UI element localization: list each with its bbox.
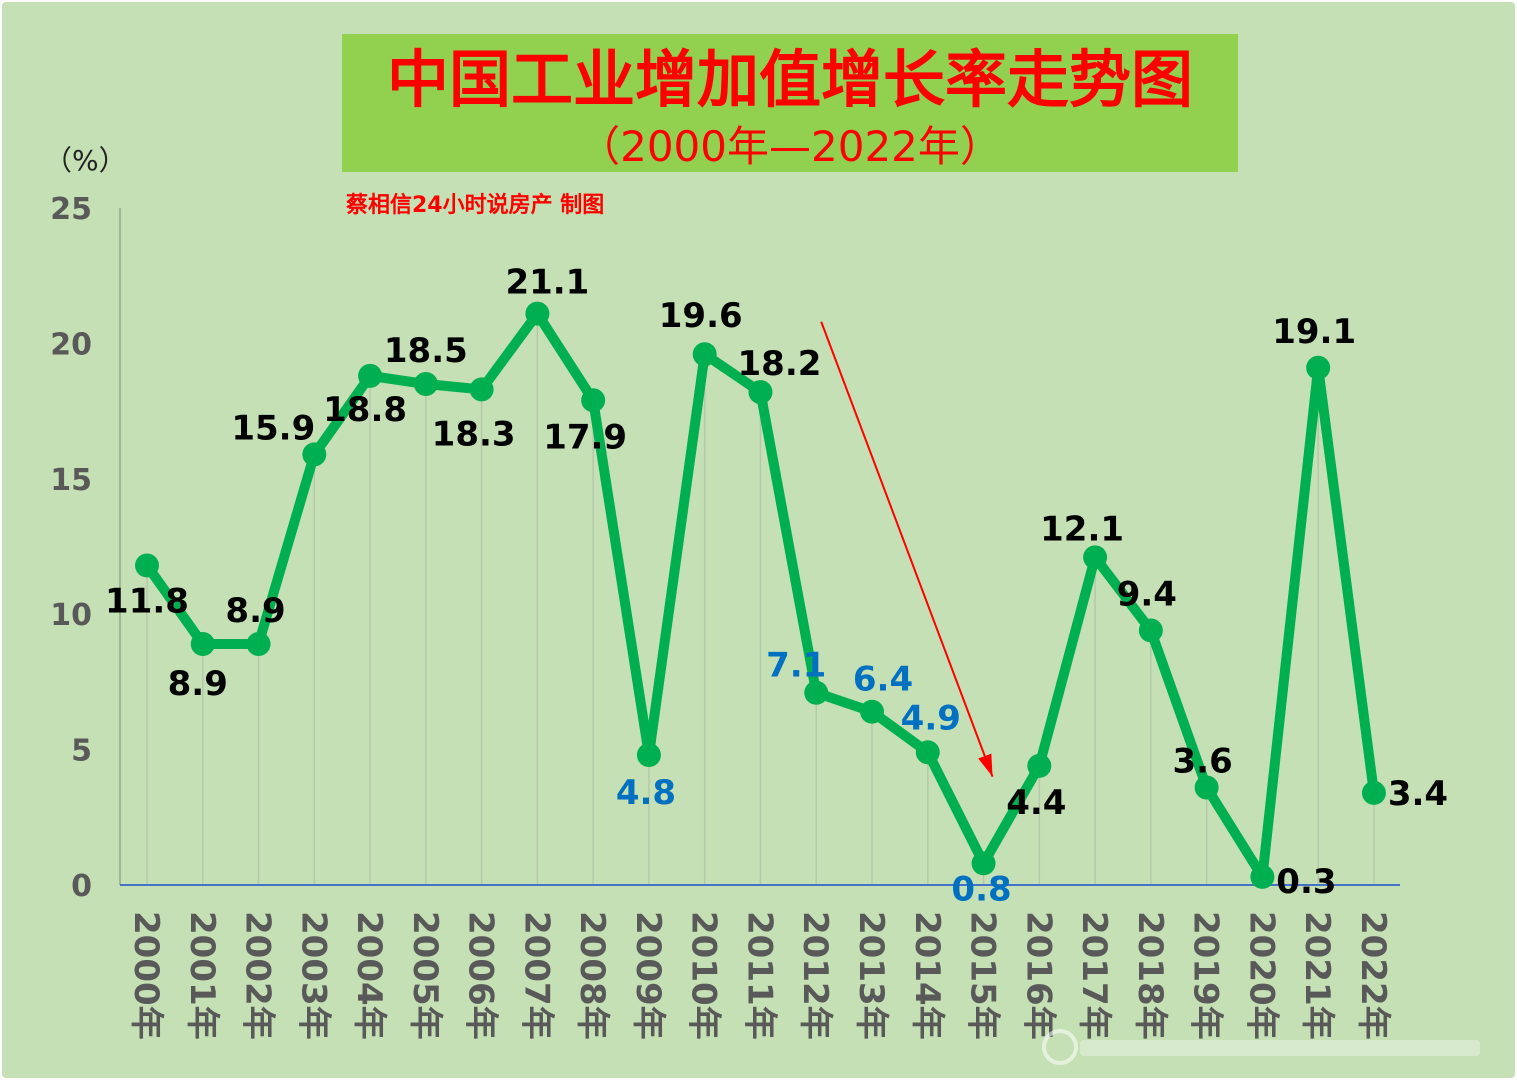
data-point-marker [135,553,159,578]
x-tick-label: 2019年 [1186,911,1226,1040]
data-point-marker [636,743,661,768]
data-points [135,301,1386,889]
data-label: 12.1 [1040,509,1124,549]
x-tick-label: 2007年 [516,911,556,1040]
data-label: 15.9 [231,408,315,448]
x-tick-label: 2002年 [238,911,278,1040]
data-point-marker [1361,780,1386,805]
y-tick-label: 20 [50,327,92,362]
data-label: 4.9 [901,698,961,738]
data-point-marker [358,363,383,388]
x-tick-label: 2004年 [349,911,389,1040]
credit-text: 蔡相信24小时说房产 制图 [345,192,604,218]
x-tick-label: 2001年 [182,911,222,1040]
data-label: 7.1 [766,646,826,686]
data-point-marker [1138,618,1163,643]
x-tick-label: 2010年 [684,911,724,1040]
x-tick-label: 2015年 [963,911,1003,1040]
data-point-marker [860,699,885,724]
data-point-marker [302,442,327,467]
data-label: 9.4 [1117,574,1177,614]
y-tick-label: 15 [50,463,92,498]
data-label: 4.4 [1006,783,1066,823]
title-box [342,34,1238,172]
x-tick-label: 2016年 [1018,911,1058,1040]
y-tick-label: 0 [71,869,92,904]
data-point-marker [1027,753,1052,778]
y-tick-label: 5 [71,734,92,769]
x-tick-label: 2012年 [795,911,835,1040]
x-tick-label: 2003年 [293,911,333,1040]
data-point-marker [413,372,438,397]
y-axis: 0 5 10 15 20 25 [50,192,121,904]
data-point-marker [525,301,550,326]
y-tick-label: 10 [50,598,92,633]
x-tick-label: 2009年 [628,911,668,1040]
watermark-icon [1042,1029,1480,1065]
data-label: 0.8 [951,869,1011,909]
data-label: 8.9 [225,591,285,631]
x-axis: 2000年 2001年 2002年 2003年 2004年 2005年 2006年 2007年… [120,884,1400,1040]
data-label: 17.9 [543,417,627,457]
data-label: 6.4 [853,660,913,700]
data-point-marker [1250,864,1275,889]
x-tick-label: 2018年 [1130,911,1170,1040]
data-label: 19.1 [1272,312,1356,352]
data-labels: 11.8 8.9 8.9 15.9 18.8 18.5 18.3 21.1 17.9 4.8 19.… [105,263,1448,910]
vertical-gridlines [146,313,1375,885]
data-point-marker [581,388,606,413]
data-point-marker [804,680,829,705]
data-point-marker [692,342,717,367]
x-tick-label: 2006年 [461,911,501,1040]
data-label: 18.8 [323,390,407,430]
chart-subtitle: （2000年—2022年） [578,122,1002,171]
chart-title: 中国工业增加值增长率走势图 [387,43,1193,116]
data-point-marker [748,380,773,405]
data-point-marker [971,851,996,876]
x-tick-label: 2022年 [1353,911,1393,1040]
data-point-marker [1306,355,1331,380]
x-tick-label: 2005年 [405,911,445,1040]
data-label: 18.5 [384,331,468,371]
x-tick-label: 2013年 [851,911,891,1040]
data-label: 18.2 [738,344,822,384]
data-label: 19.6 [659,296,743,336]
x-tick-label: 2000年 [126,911,166,1040]
y-axis-unit-label: （%） [44,144,127,177]
data-label: 21.1 [505,263,589,303]
data-point-marker [469,377,494,402]
data-label: 4.8 [616,773,676,813]
x-tick-label: 2017年 [1074,911,1114,1040]
data-point-marker [915,740,940,765]
data-label: 0.3 [1276,862,1336,902]
y-tick-label: 25 [50,192,92,227]
x-tick-label: 2021年 [1297,911,1337,1040]
x-tick-label: 2011年 [739,911,779,1040]
data-label: 8.9 [168,664,228,704]
data-label: 3.4 [1388,774,1448,814]
data-label: 18.3 [432,414,516,454]
trend-arrow-annotation [820,321,994,778]
data-point-marker [190,631,215,656]
x-tick-label: 2020年 [1241,911,1281,1040]
data-point-marker [1083,545,1108,570]
data-label: 3.6 [1173,742,1233,782]
arrow-shaft [820,321,994,778]
data-point-marker [1194,775,1219,800]
data-point-marker [246,631,271,656]
x-tick-label: 2008年 [572,911,612,1040]
x-tick-label: 2014年 [907,911,947,1040]
arrow-head [978,753,993,777]
data-label: 11.8 [105,581,189,621]
